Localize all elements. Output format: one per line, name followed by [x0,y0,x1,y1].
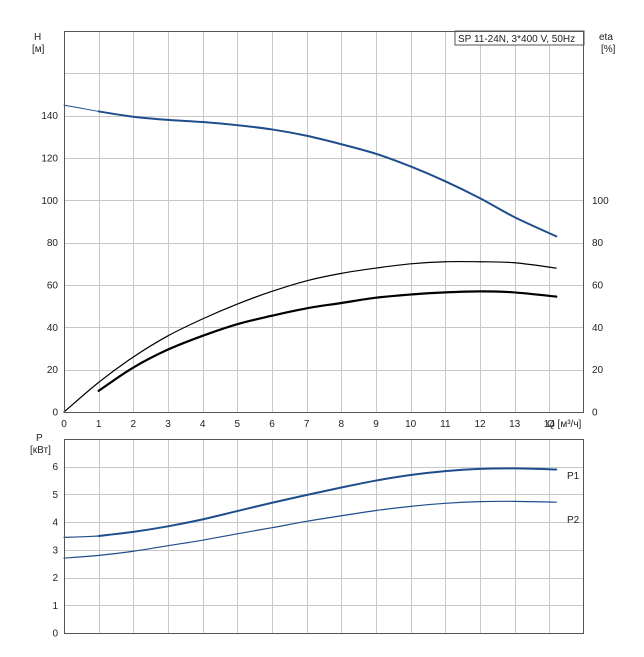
series-line-eta-total [97,290,558,392]
y-left-tick-label: 100 [41,196,58,207]
bottom-plot-frame [64,439,584,634]
y-power-label-top: P [36,433,43,444]
y-left-tick-label: 20 [47,365,59,376]
x-axis-label: Q [м³/ч] [547,419,582,430]
x-tick-label: 8 [339,419,345,430]
x-tick-label: 7 [304,419,310,430]
series-line-P1 [97,467,558,537]
x-tick-label: 14 [544,419,556,430]
x-tick-label: 2 [131,419,137,430]
y-left-tick-label: 60 [47,281,59,292]
y-left-tick-label: 80 [47,238,59,249]
p2-label: P2 [567,515,580,526]
y-power-tick-label: 1 [52,601,58,612]
y-right-tick-label: 20 [592,365,604,376]
y-power-label-unit: [кВт] [30,445,51,456]
x-tick-label: 6 [269,419,275,430]
p1-label: P1 [567,471,580,482]
y-right-tick-label: 0 [592,408,598,419]
series-line-P1-extension [63,535,100,538]
x-tick-label: 13 [509,419,521,430]
y-power-tick-label: 6 [52,462,58,473]
y-left-label-unit: [м] [32,44,45,55]
y-left-tick-label: 0 [52,408,58,419]
y-left-tick-label: 40 [47,323,59,334]
x-tick-label: 4 [200,419,206,430]
y-left-tick-label: 140 [41,111,58,122]
series-line-eta-pump [63,260,557,413]
y-right-tick-label: 40 [592,323,604,334]
x-tick-label: 5 [235,419,241,430]
y-right-tick-label: 80 [592,238,604,249]
x-tick-label: 1 [96,419,102,430]
series-line-H [97,110,558,238]
series-line-P2 [63,500,557,559]
y-power-tick-label: 3 [52,545,58,556]
y-right-tick-label: 100 [592,196,609,207]
bottom-series [63,467,558,559]
y-power-tick-label: 4 [52,518,58,529]
x-tick-label: 0 [61,419,67,430]
y-power-tick-label: 0 [52,629,58,640]
y-power-tick-label: 2 [52,573,58,584]
y-power-tick-label: 5 [52,490,58,501]
y-right-label-unit: [%] [601,44,616,55]
x-tick-label: 9 [373,419,379,430]
x-tick-label: 10 [405,419,417,430]
y-left-label-top: H [34,32,41,43]
y-right-label-top: eta [599,32,613,43]
y-left-tick-label: 120 [41,154,58,165]
axis-ticks: 0 1 2 3 4 5 6 7 8 9 10 11 12 13 1402040608010012014002… [41,111,609,639]
x-tick-label: 12 [474,419,486,430]
chart-title: SP 11-24N, 3*400 V, 50Hz [458,34,575,45]
top-grid [64,31,584,412]
x-tick-label: 11 [440,419,451,430]
x-tick-label: 3 [165,419,171,430]
y-right-tick-label: 60 [592,281,604,292]
bottom-grid [64,439,584,633]
top-series [63,104,558,413]
series-line-H-extension [63,104,100,112]
top-plot-frame [64,31,584,413]
